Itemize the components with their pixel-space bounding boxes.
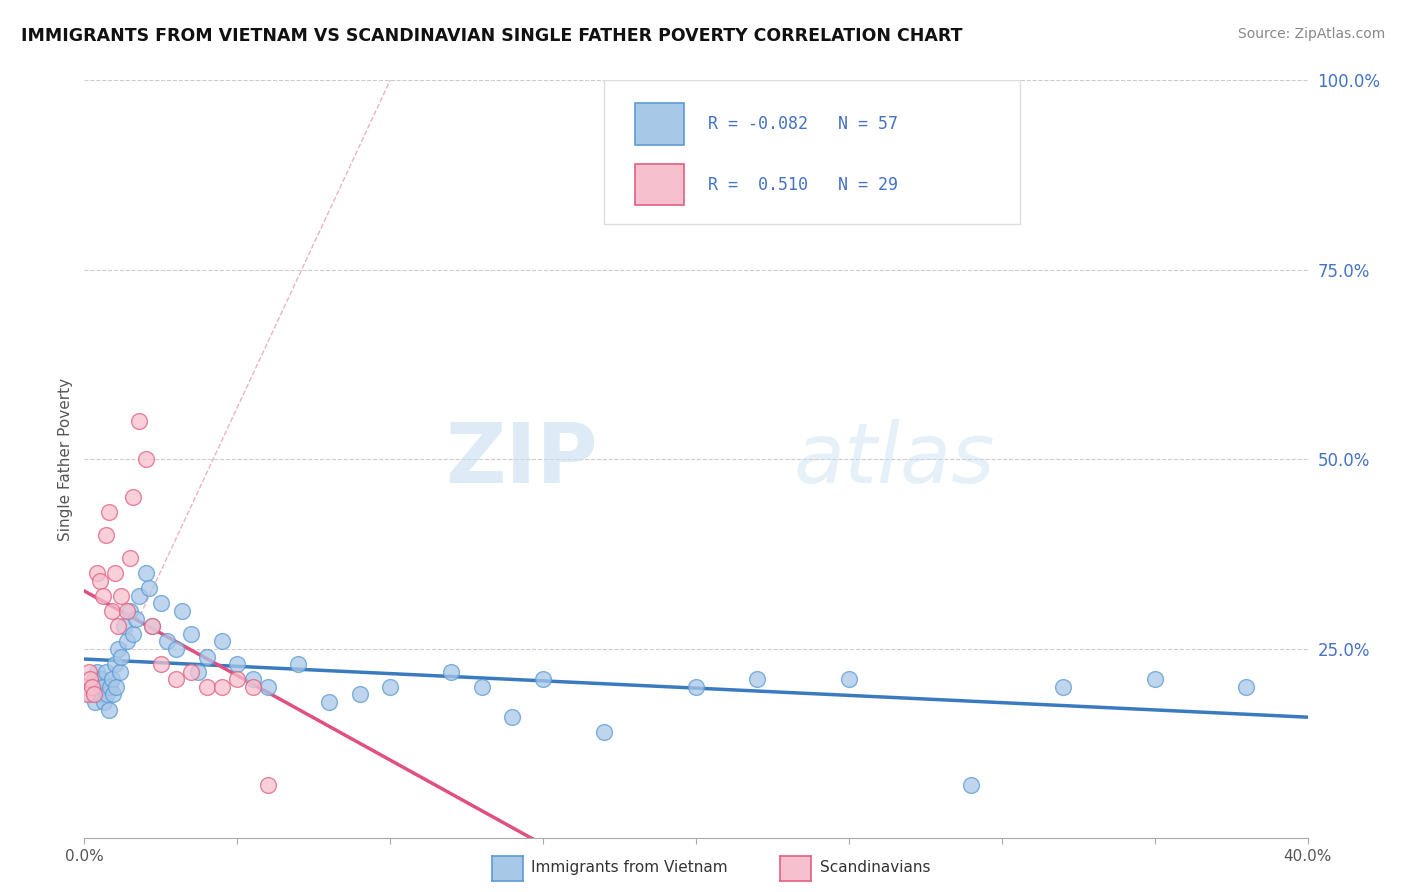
Point [110, 649, 132, 664]
Point [84, 695, 107, 709]
Point [195, 649, 218, 664]
Point [1143, 673, 1166, 687]
Point [91, 680, 114, 694]
Point [380, 680, 402, 694]
Point [104, 657, 127, 672]
Y-axis label: Single Father Poverty: Single Father Poverty [58, 378, 73, 541]
Point [440, 665, 463, 679]
Point [149, 597, 172, 611]
Point [107, 642, 129, 657]
Point [115, 604, 138, 618]
Point [960, 778, 983, 793]
Point [83, 687, 105, 701]
Point [87, 680, 110, 694]
Point [86, 665, 108, 679]
Point [471, 680, 494, 694]
Point [122, 626, 145, 640]
Point [531, 673, 554, 687]
Point [79, 673, 101, 687]
Point [83, 673, 105, 687]
Point [165, 673, 187, 687]
FancyBboxPatch shape [636, 103, 683, 145]
Point [77, 665, 100, 679]
Point [685, 680, 707, 694]
Point [128, 589, 150, 603]
Point [1236, 680, 1258, 694]
Point [91, 589, 114, 603]
Point [96, 687, 118, 701]
Point [242, 680, 264, 694]
Text: Source: ZipAtlas.com: Source: ZipAtlas.com [1237, 27, 1385, 41]
Point [211, 634, 233, 648]
Point [89, 574, 111, 588]
Point [838, 673, 860, 687]
Point [226, 673, 249, 687]
Point [349, 687, 371, 701]
Point [120, 551, 142, 566]
Point [105, 680, 128, 694]
Text: Scandinavians: Scandinavians [820, 860, 931, 874]
Text: atlas: atlas [794, 419, 995, 500]
Point [90, 673, 112, 687]
Point [318, 695, 340, 709]
Point [97, 703, 120, 717]
Point [104, 566, 127, 581]
Text: R =  0.510   N = 29: R = 0.510 N = 29 [709, 176, 898, 194]
FancyBboxPatch shape [636, 164, 683, 205]
Point [165, 642, 187, 657]
Point [257, 680, 280, 694]
Text: R = -0.082   N = 57: R = -0.082 N = 57 [709, 115, 898, 133]
Point [110, 589, 132, 603]
Point [502, 710, 524, 724]
Point [94, 665, 117, 679]
Point [226, 657, 249, 672]
Point [141, 619, 163, 633]
Point [76, 687, 98, 701]
Point [112, 619, 135, 633]
Point [138, 582, 160, 596]
Point [135, 452, 157, 467]
Point [108, 665, 131, 679]
Point [593, 725, 616, 739]
Point [103, 687, 125, 701]
Point [257, 778, 280, 793]
Point [128, 414, 150, 429]
Point [94, 528, 117, 542]
Point [101, 673, 124, 687]
Point [120, 604, 142, 618]
Point [195, 680, 218, 694]
Point [149, 657, 172, 672]
Point [98, 680, 121, 694]
FancyBboxPatch shape [605, 80, 1021, 225]
Text: ZIP: ZIP [446, 419, 598, 500]
Point [747, 673, 769, 687]
Point [122, 491, 145, 505]
Point [77, 680, 100, 694]
Point [180, 626, 202, 640]
Point [211, 680, 233, 694]
Text: Immigrants from Vietnam: Immigrants from Vietnam [531, 860, 728, 874]
Point [86, 566, 108, 581]
Point [75, 680, 97, 694]
Point [125, 612, 148, 626]
Point [80, 680, 103, 694]
Point [97, 505, 120, 519]
Point [287, 657, 309, 672]
Point [242, 673, 264, 687]
Point [186, 665, 208, 679]
Point [115, 634, 138, 648]
Point [135, 566, 157, 581]
Text: IMMIGRANTS FROM VIETNAM VS SCANDINAVIAN SINGLE FATHER POVERTY CORRELATION CHART: IMMIGRANTS FROM VIETNAM VS SCANDINAVIAN … [21, 27, 963, 45]
Point [93, 695, 115, 709]
Point [156, 634, 179, 648]
Point [89, 687, 111, 701]
Point [1052, 680, 1074, 694]
Point [107, 619, 129, 633]
Point [101, 604, 124, 618]
Point [180, 665, 202, 679]
Point [141, 619, 163, 633]
Point [172, 604, 194, 618]
Point [79, 687, 101, 701]
